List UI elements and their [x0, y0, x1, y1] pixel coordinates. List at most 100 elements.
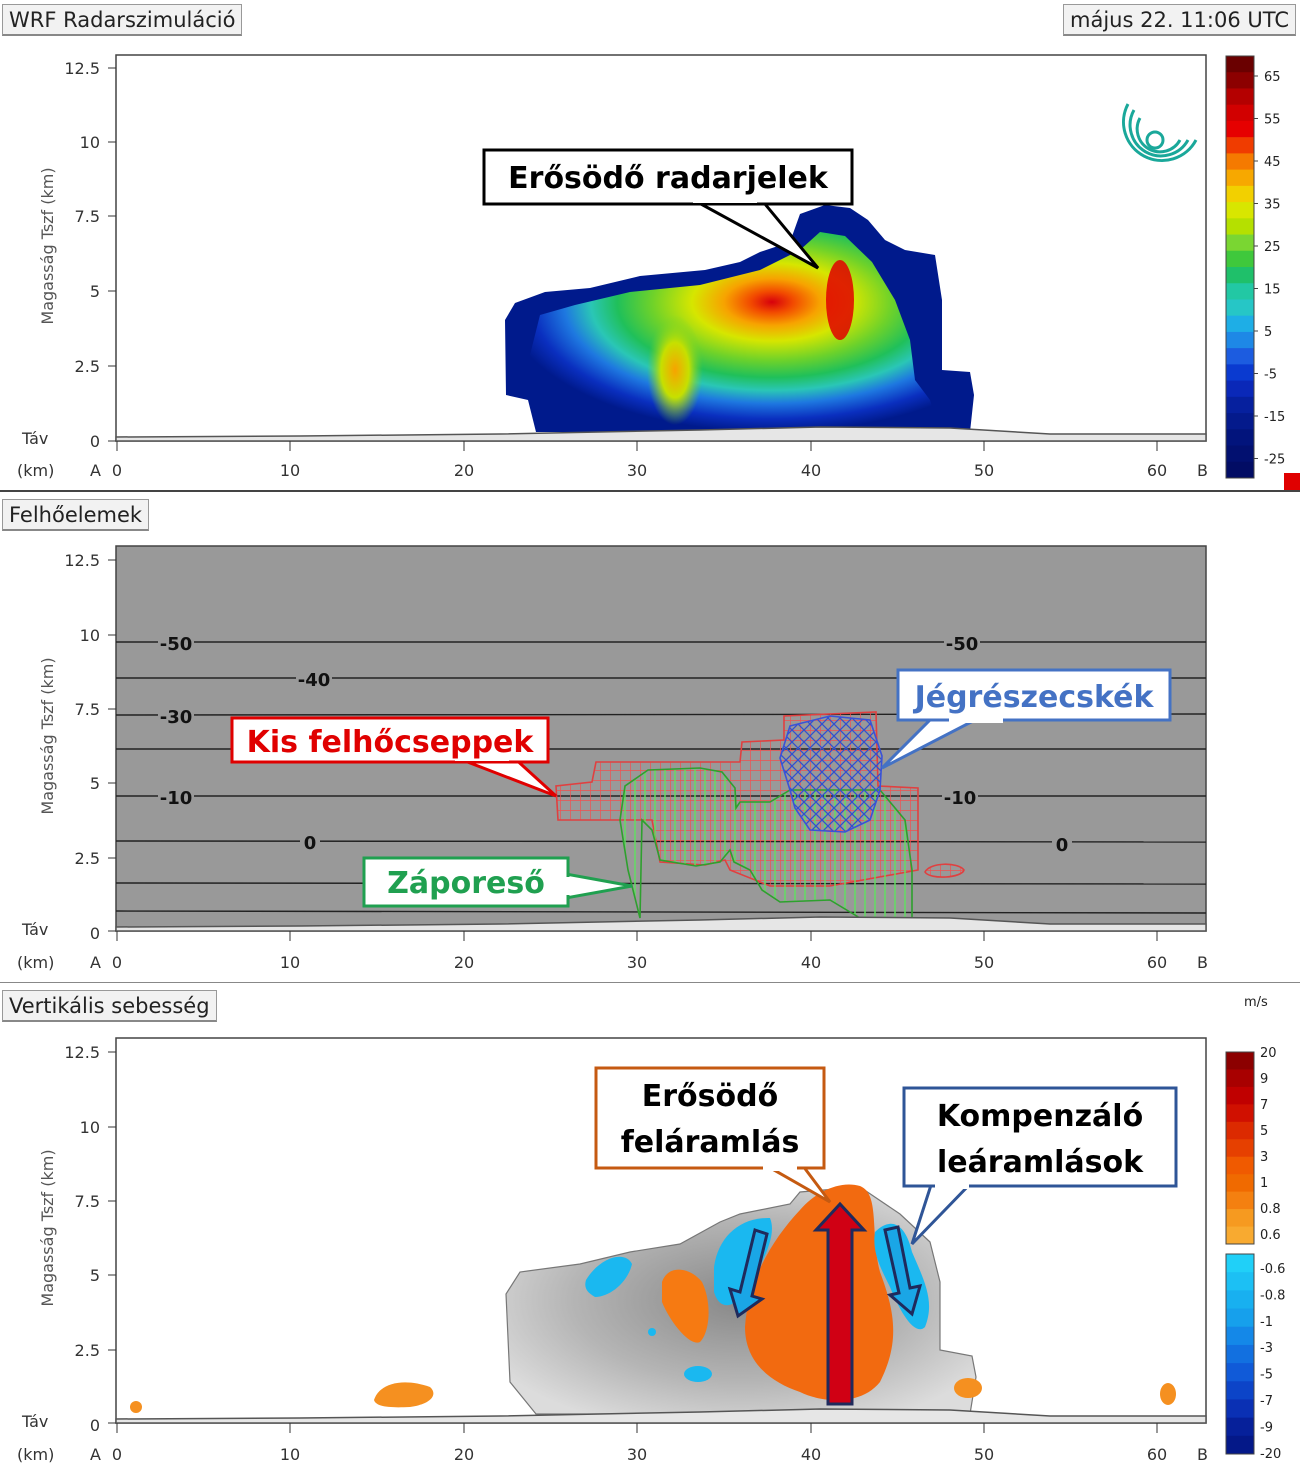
colorbar-swatch — [1226, 137, 1254, 154]
x-tick-label: 50 — [974, 461, 994, 480]
updraft-arrow-icon — [812, 1201, 868, 1406]
colorbar-swatch — [1226, 283, 1254, 300]
colorbar-swatch — [1226, 1174, 1254, 1193]
colorbar-swatch — [1226, 1381, 1254, 1400]
omsz-logo-icon — [1122, 103, 1198, 162]
radar-echo-cell — [647, 315, 703, 425]
x-tick-label: 40 — [801, 953, 821, 972]
annotation-strengthening-echoes: Erősödő radarjelek — [508, 161, 829, 196]
colorbar-label: 5 — [1260, 1124, 1268, 1139]
isotherm-label: -10 — [944, 788, 977, 809]
colorbar-swatch — [1226, 153, 1254, 171]
annotation-downdraft-line2: leáramlások — [937, 1145, 1144, 1180]
panel1-datetime: május 22. 11:06 UTC — [1063, 4, 1296, 36]
colorbar-swatch — [1226, 72, 1254, 89]
x-tick-label: 30 — [627, 953, 647, 972]
velocity-unit: m/s — [1244, 995, 1268, 1010]
colorbar-swatch — [1226, 234, 1254, 252]
colorbar-marker — [1284, 473, 1300, 490]
colorbar-swatch — [1226, 1399, 1254, 1419]
x-start-label: A — [90, 461, 101, 480]
y-tick-label: 0 — [90, 1416, 100, 1435]
annotation-small-droplets: Kis felhőcseppek — [247, 725, 535, 760]
x-label-top: Táv — [21, 1412, 48, 1431]
x-tick-label: 0 — [112, 461, 122, 480]
colorbar-frame — [1225, 1253, 1255, 1455]
y-ticks: 12.5 10 7.5 5 2.5 0 — [64, 59, 116, 451]
colorbar-label: -1 — [1260, 1315, 1273, 1330]
colorbar-swatch — [1226, 1069, 1254, 1088]
colorbar-swatch — [1226, 1417, 1254, 1437]
colorbar-label: -9 — [1260, 1420, 1273, 1435]
x-tick-label: 10 — [280, 953, 300, 972]
isotherm-label: -10 — [160, 788, 193, 809]
y-axis-label: Magasság Tszf (km) — [38, 657, 57, 814]
annotation-downdraft-line1: Kompenzáló — [937, 1099, 1143, 1134]
annotation-shower-rain: Záporeső — [387, 866, 545, 901]
colorbar-label: 25 — [1264, 240, 1281, 255]
x-tick-label: 60 — [1147, 1445, 1167, 1464]
isotherm-label: -50 — [160, 634, 193, 655]
colorbar-swatch — [1226, 56, 1254, 73]
colorbar-swatch — [1226, 1272, 1254, 1291]
y-axis-label: Magasság Tszf (km) — [38, 167, 57, 324]
x-end-label: B — [1197, 953, 1208, 972]
colorbar-swatch — [1226, 396, 1254, 414]
colorbar-swatch — [1226, 1308, 1254, 1328]
colorbar-label: -15 — [1264, 410, 1285, 425]
panel-separator — [0, 982, 1300, 983]
panel-separator — [0, 490, 1300, 492]
x-tick-label: 20 — [454, 461, 474, 480]
x-tick-label: 20 — [454, 1445, 474, 1464]
x-label-top: Táv — [21, 920, 48, 939]
y-tick-label: 0 — [90, 924, 100, 943]
isotherm-label: -50 — [946, 634, 979, 655]
downdraft-arrow-right-icon — [883, 1225, 923, 1317]
isotherm-labels: -50 -50 -40 -30 -10 -10 0 0 — [158, 633, 1072, 856]
colorbar-label: 0.6 — [1260, 1228, 1281, 1243]
colorbar-swatch — [1226, 1104, 1254, 1123]
annotation-ice-particles: Jégrészecskék — [913, 680, 1155, 715]
x-ticks: 0 10 20 30 40 50 60 — [112, 931, 1167, 972]
y-tick-label: 10 — [80, 1118, 100, 1137]
x-tick-label: 0 — [112, 1445, 122, 1464]
colorbar-swatch — [1226, 348, 1254, 365]
x-tick-label: 50 — [974, 1445, 994, 1464]
colorbar-swatch — [1226, 364, 1254, 382]
colorbar-label: -7 — [1260, 1394, 1273, 1409]
x-ticks: 0 10 20 30 40 50 60 — [112, 1423, 1167, 1464]
colorbar-swatch — [1226, 315, 1254, 333]
annotation-updraft-line2: feláramlás — [621, 1125, 800, 1160]
colorbar-swatch — [1226, 1326, 1254, 1346]
colorbar-label: 20 — [1260, 1046, 1277, 1061]
x-tick-label: 40 — [801, 1445, 821, 1464]
colorbar-label: 45 — [1264, 155, 1281, 170]
colorbar-swatch — [1226, 1156, 1254, 1175]
y-tick-label: 2.5 — [75, 1341, 100, 1360]
colorbar-swatch — [1226, 185, 1254, 203]
y-ticks: 12.5 10 7.5 5 2.5 0 — [64, 1043, 116, 1435]
updraft-annotation-box — [594, 1066, 826, 1170]
radar-echo-max — [826, 260, 854, 340]
colorbar-label: -20 — [1260, 1447, 1281, 1462]
radar-colorbar: 65 55 45 35 25 15 5 -5 -15 -25 — [1225, 55, 1285, 479]
isotherm-label: 0 — [1056, 835, 1069, 856]
x-label-bottom: (km) — [17, 953, 54, 972]
x-tick-label: 10 — [280, 461, 300, 480]
colorbar-swatch — [1226, 1226, 1254, 1245]
x-tick-label: 0 — [112, 953, 122, 972]
x-tick-label: 10 — [280, 1445, 300, 1464]
colorbar-swatch — [1226, 169, 1254, 187]
colorbar-swatch — [1226, 299, 1254, 317]
y-tick-label: 2.5 — [75, 357, 100, 376]
x-ticks: 0 10 20 30 40 50 60 — [112, 441, 1167, 480]
colorbar-label: 65 — [1264, 70, 1281, 85]
colorbar-frame — [1225, 55, 1255, 479]
colorbar-swatch — [1226, 250, 1254, 268]
x-end-label: B — [1197, 1445, 1208, 1464]
colorbar-swatch — [1226, 267, 1254, 284]
colorbar-label: -0.8 — [1260, 1288, 1285, 1303]
x-end-label: B — [1197, 461, 1208, 480]
panel2-title: Felhőelemek — [2, 499, 150, 531]
colorbar-swatch — [1226, 1344, 1254, 1364]
